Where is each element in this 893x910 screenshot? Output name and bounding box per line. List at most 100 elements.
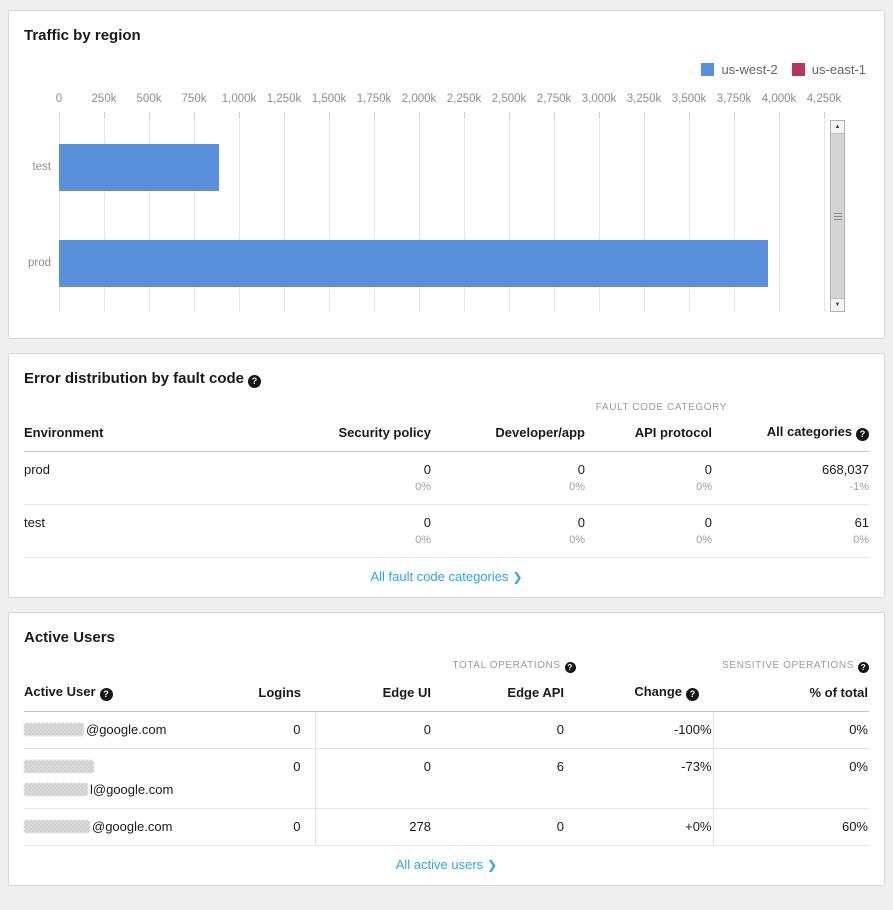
x-axis-tick-label: 2,250k [446, 93, 482, 105]
cell-value: -100% [673, 722, 712, 737]
cell-value: 61 [854, 515, 870, 530]
cell-value: 0 [704, 462, 712, 477]
cell-sub: 0% [569, 481, 585, 493]
cell-sub: 0% [696, 534, 712, 546]
cell-sub: 0% [415, 534, 431, 546]
cell-sub: 0% [853, 534, 870, 546]
cell-value: 6 [556, 759, 564, 774]
table-row-user-2: l@google.com 0 0 6 -73% 0% [24, 748, 869, 809]
col-security-policy: Security policy [274, 415, 431, 452]
col-active-user-text: Active User [24, 684, 96, 699]
x-axis-tick-label: 2,500k [491, 93, 527, 105]
table-row-user-1: @google.com 0 0 0 -100% 0% [24, 711, 869, 749]
user-email-cell: l@google.com [24, 748, 224, 809]
help-icon[interactable]: ? [858, 662, 869, 673]
col-all-categories: All categories? [712, 415, 870, 452]
table-row-user-3: @google.com 0 278 0 +0% 60% [24, 808, 869, 846]
cell-value: 0 [556, 819, 564, 834]
email-domain: l@google.com [90, 782, 174, 797]
x-axis-tick-label: 1,750k [356, 93, 392, 105]
chart-scrollbar[interactable]: ▲ ▼ [830, 120, 845, 312]
cell-value: 0 [577, 515, 585, 530]
error-distribution-table: FAULT CODE CATEGORY Environment Security… [24, 388, 870, 558]
total-operations-text: TOTAL OPERATIONS [452, 660, 561, 671]
col-api-protocol: API protocol [585, 415, 712, 452]
help-icon[interactable]: ? [856, 428, 870, 441]
x-axis-tick-label: 4,000k [761, 93, 797, 105]
chart-plot-area: test prod ▲ ▼ [28, 120, 845, 312]
link-text: All active users [395, 857, 484, 872]
col-edge-ui: Edge UI [315, 675, 445, 712]
x-axis-tick-label: 2,000k [401, 93, 437, 105]
x-axis-tick-label: 750k [181, 93, 207, 105]
col-pct-total: % of total [713, 675, 869, 712]
traffic-bar-chart: 0 250k 500k 750k 1,000k 1,250k 1,500k 1,750k 2,0… [9, 77, 884, 338]
col-active-user: Active User? [24, 675, 224, 712]
operations-group-row: TOTAL OPERATIONS? SENSITIVE OPERATIONS? [24, 646, 869, 675]
help-icon[interactable]: ? [248, 375, 262, 388]
y-axis-label: prod [27, 257, 51, 269]
cell-value: 0 [293, 759, 301, 774]
scrollbar-up-icon[interactable]: ▲ [831, 121, 844, 134]
email-domain: @google.com [86, 722, 167, 737]
active-users-card: Active Users TOTAL OPERATIONS? SENSITIVE… [8, 612, 885, 886]
error-card-footer: All fault code categories ❯ [9, 558, 884, 597]
cell-value: 0 [423, 722, 431, 737]
x-axis-tick-label: 2,750k [536, 93, 572, 105]
help-icon[interactable]: ? [686, 688, 699, 701]
scrollbar-thumb[interactable] [831, 134, 844, 298]
sensitive-operations-text: SENSITIVE OPERATIONS [722, 660, 854, 671]
cell-value: 0 [423, 759, 431, 774]
cell-sub: 0% [569, 534, 585, 546]
env-name: prod [24, 462, 51, 477]
all-active-users-link[interactable]: All active users ❯ [396, 857, 497, 872]
x-axis-tick-label: 3,750k [716, 93, 752, 105]
user-email-cell: @google.com [24, 711, 224, 749]
col-change-text: Change [634, 684, 682, 699]
help-icon[interactable]: ? [564, 662, 576, 673]
error-table-header-row: Environment Security policy Developer/ap… [24, 415, 870, 452]
x-axis-tick-label: 4,250k [806, 93, 842, 105]
legend-label-us-east-1: us-east-1 [811, 62, 866, 77]
x-axis-tick-marks [59, 110, 844, 120]
help-icon[interactable]: ? [99, 688, 113, 701]
cell-value: 60% [841, 819, 868, 834]
error-card-title-text: Error distribution by fault code [24, 370, 245, 387]
bar-row-prod: prod [28, 216, 829, 312]
env-name: test [24, 515, 45, 530]
cell-value: 0 [577, 462, 585, 477]
cell-value: 0 [423, 462, 431, 477]
error-distribution-card: Error distribution by fault code? FAULT … [8, 353, 885, 598]
legend-swatch-us-east-1-icon [791, 63, 805, 76]
legend-item-us-east-1: us-east-1 [791, 62, 866, 77]
col-environment: Environment [24, 415, 274, 452]
cell-value: 0 [704, 515, 712, 530]
bar-us-west-2-prod[interactable] [59, 240, 768, 287]
chevron-right-icon: ❯ [512, 570, 523, 584]
scrollbar-down-icon[interactable]: ▼ [831, 298, 844, 311]
cell-value: 0 [293, 722, 301, 737]
cell-value: 0% [849, 759, 868, 774]
col-all-categories-text: All categories [766, 424, 853, 439]
link-text: All fault code categories [370, 569, 509, 584]
x-axis-tick-label: 1,500k [311, 93, 347, 105]
y-axis-label: test [32, 161, 51, 173]
x-axis-tick-label: 0 [55, 93, 63, 105]
bar-us-west-2-test[interactable] [59, 144, 219, 191]
fault-code-category-label: FAULT CODE CATEGORY [595, 402, 728, 413]
active-users-table: TOTAL OPERATIONS? SENSITIVE OPERATIONS? … [24, 646, 869, 846]
email-domain: @google.com [92, 819, 173, 834]
col-developer-app: Developer/app [431, 415, 585, 452]
redacted-username [24, 820, 90, 833]
x-axis-tick-label: 1,250k [266, 93, 302, 105]
redacted-username [24, 783, 88, 796]
cell-sub: -1% [849, 481, 870, 493]
user-email-cell: @google.com [24, 808, 224, 846]
table-row-test: test 0 0% 0 0% 0 0% 61 0% [24, 504, 870, 558]
all-fault-code-categories-link[interactable]: All fault code categories ❯ [370, 569, 522, 584]
error-card-title: Error distribution by fault code? [9, 354, 884, 388]
chart-legend: us-west-2 us-east-1 [9, 44, 884, 77]
table-row-prod: prod 0 0% 0 0% 0 0% 668,037 -1% [24, 451, 870, 505]
cell-value: 668,037 [822, 462, 870, 477]
chevron-right-icon: ❯ [487, 858, 498, 872]
